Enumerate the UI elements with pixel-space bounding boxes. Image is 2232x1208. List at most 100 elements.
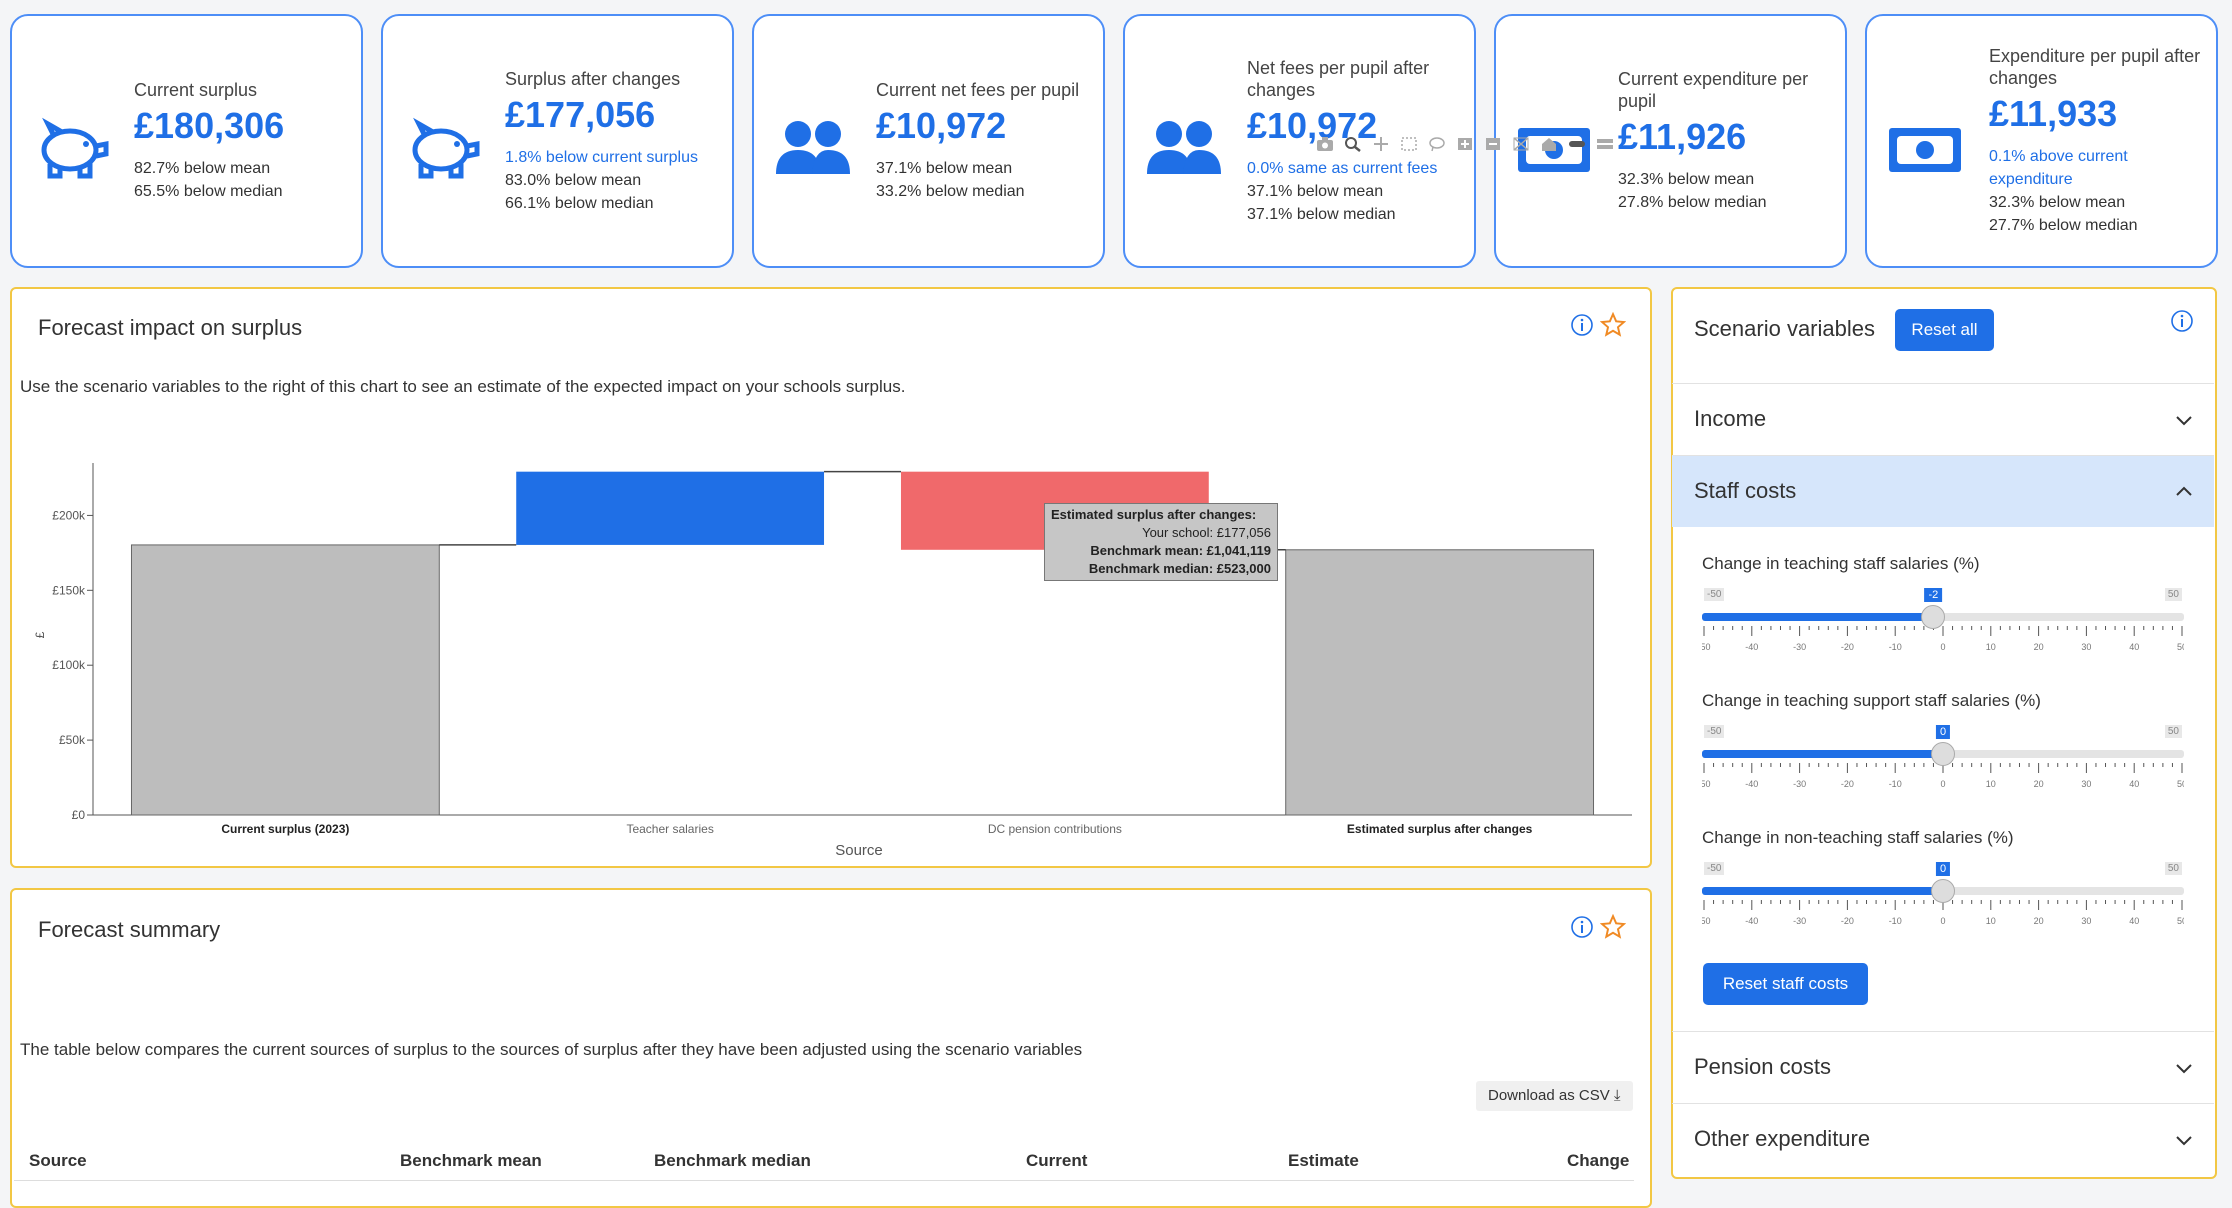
table-header-benchmark-mean[interactable]: Benchmark mean: [400, 1151, 542, 1170]
users-icon: [1147, 121, 1221, 174]
accordion-other-expenditure[interactable]: Other expenditure: [1672, 1103, 2214, 1175]
slider-min: -50: [1704, 588, 1725, 601]
table-header-source[interactable]: Source: [29, 1151, 87, 1170]
kpi-line: 37.1% below mean: [876, 160, 1013, 177]
slider-fill: [1702, 750, 1943, 758]
star-icon[interactable]: [1600, 312, 1626, 338]
slider-min: -50: [1704, 862, 1725, 875]
info-icon[interactable]: [1570, 313, 1594, 337]
download-csv-button[interactable]: Download as CSV ⤓: [1476, 1081, 1633, 1111]
kpi-value: £180,306: [134, 105, 285, 146]
table-divider: [14, 1180, 1634, 1181]
kpi-card-current-surplus: Current surplus £180,306 82.7% below mea…: [10, 14, 363, 268]
kpi-note: 0.1% above current expenditure: [1989, 148, 2128, 188]
kpi-line: 27.7% below median: [1989, 217, 2138, 234]
kpi-note: 1.8% below current surplus: [505, 148, 698, 166]
kpi-line: 82.7% below mean: [134, 160, 271, 177]
slider-tick-label: -10: [1889, 916, 1902, 926]
non-teaching-staff-salaries-slider[interactable]: Change in non-teaching staff salaries (%…: [1702, 828, 2184, 928]
kpi-line: 65.5% below median: [134, 183, 283, 200]
spike-lines-icon[interactable]: [1568, 136, 1586, 152]
chevron-down-icon: [2176, 1064, 2192, 1074]
waterfall-bar: [516, 471, 825, 545]
accordion-pension-costs-label: Pension costs: [1694, 1054, 1831, 1079]
users-icon: [776, 121, 850, 174]
waterfall-bar: [130, 544, 440, 816]
slider-tick-label: -50: [1702, 916, 1711, 926]
star-icon[interactable]: [1600, 914, 1626, 940]
slider-handle[interactable]: [1921, 605, 1946, 629]
tooltip-your-school: Your school: £177,056: [1142, 525, 1271, 540]
slider-ticks: -50 -40 -30 -20 -10 0 10 20 30 40 50: [1702, 900, 2184, 926]
chart-tooltip: Estimated surplus after changes: Your sc…: [1044, 503, 1278, 581]
home-icon[interactable]: [1540, 136, 1558, 152]
x-tick-label: Estimated surplus after changes: [1347, 822, 1533, 836]
autoscale-icon[interactable]: [1512, 136, 1530, 152]
slider-tick-label: -10: [1889, 779, 1902, 789]
accordion-pension-costs[interactable]: Pension costs: [1672, 1031, 2214, 1103]
kpi-value: £10,972: [876, 105, 1007, 146]
download-csv-label: Download as CSV: [1488, 1087, 1610, 1104]
slider-tick-label: 50: [2177, 642, 2184, 652]
accordion-staff-costs-label: Staff costs: [1694, 478, 1797, 503]
slider-ticks: -50 -40 -30 -20 -10 0 10 20 30 40 50: [1702, 763, 2184, 789]
kpi-line: 37.1% below median: [1247, 205, 1396, 223]
slider-tick-label: -30: [1793, 779, 1806, 789]
slider-tick-label: 30: [2081, 916, 2091, 926]
pan-icon[interactable]: [1372, 136, 1390, 152]
waterfall-bar: [1285, 549, 1595, 816]
slider-tick-label: 10: [1986, 916, 1996, 926]
slider-max: 50: [2164, 725, 2182, 738]
slider-handle[interactable]: [1931, 742, 1955, 766]
kpi-line: 27.8% below median: [1618, 194, 1767, 211]
y-tick-label: £50k: [59, 733, 86, 747]
chevron-down-icon: [2176, 416, 2192, 426]
camera-icon[interactable]: [1316, 136, 1334, 152]
slider-tick-label: -30: [1793, 642, 1806, 652]
teaching-staff-salaries-slider[interactable]: Change in teaching staff salaries (%) -5…: [1702, 554, 2184, 654]
slider-tick-label: -20: [1841, 916, 1854, 926]
slider-value: -2: [1924, 588, 1943, 602]
slider-tick-label: -40: [1745, 642, 1758, 652]
slider-tick-label: -20: [1841, 779, 1854, 789]
accordion-income[interactable]: Income: [1672, 383, 2214, 455]
reset-staff-costs-button[interactable]: Reset staff costs: [1703, 963, 1868, 1005]
slider-tick-label: 10: [1986, 779, 1996, 789]
kpi-line: 32.3% below mean: [1989, 194, 2126, 211]
tooltip-mean: Benchmark mean: £1,041,119: [1090, 543, 1271, 558]
forecast-summary-panel: [10, 888, 1652, 1208]
slider-tick-label: -10: [1889, 642, 1902, 652]
kpi-row: Current surplus £180,306 82.7% below mea…: [10, 14, 2218, 268]
compare-hover-icon[interactable]: [1596, 136, 1614, 152]
zoom-in-icon[interactable]: [1456, 136, 1474, 152]
slider-tick-label: 30: [2081, 779, 2091, 789]
slider-tick-label: -40: [1745, 779, 1758, 789]
info-icon[interactable]: [2170, 309, 2194, 333]
piggy-bank-icon: [41, 117, 109, 179]
slider-fill: [1702, 887, 1943, 895]
y-axis-label: £: [33, 631, 47, 638]
table-header-benchmark-median[interactable]: Benchmark median: [654, 1151, 811, 1170]
kpi-title: Current expenditure per pupil: [1618, 69, 1809, 111]
teaching-support-staff-salaries-slider[interactable]: Change in teaching support staff salarie…: [1702, 691, 2184, 791]
zoom-out-icon[interactable]: [1484, 136, 1502, 152]
slider-label: Change in teaching staff salaries (%): [1702, 554, 1980, 573]
info-icon[interactable]: [1570, 915, 1594, 939]
kpi-card-fees-after: Net fees per pupil after changes £10,972…: [1123, 14, 1476, 268]
zoom-icon[interactable]: [1344, 136, 1362, 152]
slider-handle[interactable]: [1931, 879, 1955, 903]
slider-tick-label: 0: [1940, 916, 1945, 926]
kpi-note: 0.0% same as current fees: [1247, 159, 1438, 177]
reset-all-button[interactable]: Reset all: [1895, 309, 1994, 351]
slider-tick-label: -40: [1745, 916, 1758, 926]
lasso-select-icon[interactable]: [1428, 136, 1446, 152]
slider-value: 0: [1935, 725, 1951, 739]
table-header-current[interactable]: Current: [1026, 1151, 1088, 1170]
kpi-title: Current net fees per pupil: [876, 80, 1080, 100]
table-header-estimate[interactable]: Estimate: [1288, 1151, 1359, 1170]
box-select-icon[interactable]: [1400, 136, 1418, 152]
table-header-change[interactable]: Change: [1567, 1151, 1630, 1170]
accordion-staff-costs[interactable]: Staff costs: [1672, 455, 2214, 527]
slider-tick-label: -20: [1841, 642, 1854, 652]
